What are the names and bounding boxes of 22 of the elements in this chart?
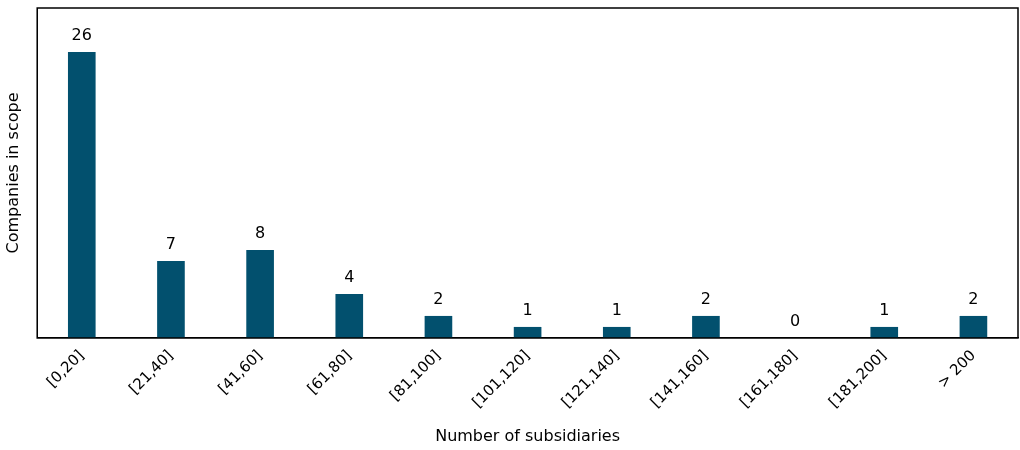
- bar: [424, 315, 453, 338]
- bar: [602, 326, 631, 338]
- bar: [67, 51, 96, 338]
- data-label: 2: [700, 289, 712, 309]
- bar: [870, 326, 899, 338]
- data-label: 26: [71, 25, 92, 45]
- bar: [157, 260, 185, 338]
- bar: [246, 249, 274, 338]
- data-label: 0: [790, 311, 801, 331]
- bar: [692, 315, 720, 338]
- data-label: 1: [522, 300, 533, 320]
- data-label: 2: [968, 289, 979, 309]
- data-label: 1: [879, 300, 890, 320]
- x-axis-title: Number of subsidiaries: [435, 425, 621, 445]
- bar: [959, 315, 988, 338]
- y-axis-title: Companies in scope: [2, 92, 22, 254]
- data-label: 1: [611, 300, 622, 320]
- data-label: 7: [165, 234, 177, 254]
- data-label: 4: [344, 267, 355, 287]
- data-label: 2: [433, 289, 444, 309]
- data-label: 8: [255, 223, 266, 243]
- bar: [335, 293, 364, 338]
